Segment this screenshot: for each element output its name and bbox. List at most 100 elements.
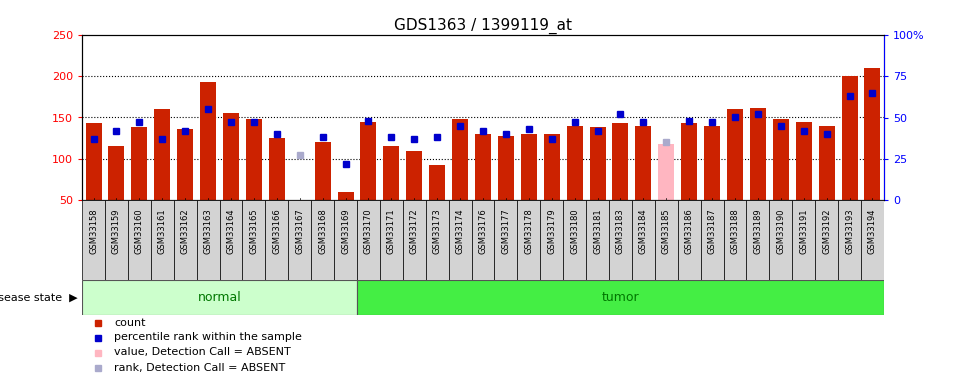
Bar	[151, 200, 174, 280]
Text: GSM33192: GSM33192	[822, 208, 831, 254]
Bar	[563, 200, 586, 280]
Bar	[792, 200, 815, 280]
Bar	[86, 123, 101, 200]
Bar	[337, 192, 354, 200]
Bar	[384, 146, 399, 200]
Bar	[426, 200, 448, 280]
Bar	[200, 82, 216, 200]
Bar	[131, 128, 148, 200]
Bar	[861, 200, 884, 280]
Text: GSM33160: GSM33160	[135, 208, 144, 254]
Bar	[177, 129, 193, 200]
Bar	[724, 200, 747, 280]
Text: GSM33173: GSM33173	[433, 208, 441, 254]
Bar	[246, 119, 262, 200]
Bar	[815, 200, 838, 280]
Bar	[632, 200, 655, 280]
Text: GSM33183: GSM33183	[616, 208, 625, 254]
Text: GSM33172: GSM33172	[410, 208, 419, 254]
Text: value, Detection Call = ABSENT: value, Detection Call = ABSENT	[114, 348, 291, 357]
Text: GSM33186: GSM33186	[685, 208, 694, 254]
Text: GSM33166: GSM33166	[272, 208, 281, 254]
Text: GSM33159: GSM33159	[112, 208, 121, 254]
Text: GSM33161: GSM33161	[157, 208, 167, 254]
Bar	[269, 138, 285, 200]
Text: GSM33181: GSM33181	[593, 208, 602, 254]
Text: disease state  ▶: disease state ▶	[0, 292, 77, 303]
Bar	[655, 200, 678, 280]
Text: GSM33191: GSM33191	[799, 208, 809, 254]
Bar	[750, 108, 766, 200]
Bar	[540, 200, 563, 280]
Title: GDS1363 / 1399119_at: GDS1363 / 1399119_at	[394, 18, 572, 34]
Text: GSM33165: GSM33165	[249, 208, 259, 254]
Bar	[357, 200, 380, 280]
Text: GSM33177: GSM33177	[501, 208, 510, 254]
Text: tumor: tumor	[602, 291, 639, 304]
Bar	[407, 150, 422, 200]
Bar	[727, 109, 743, 200]
Bar	[636, 126, 651, 200]
Text: GSM33158: GSM33158	[89, 208, 99, 254]
Bar	[128, 200, 151, 280]
Bar	[155, 109, 170, 200]
Bar	[612, 123, 629, 200]
Bar	[589, 128, 606, 200]
Bar	[242, 200, 266, 280]
Bar	[678, 200, 700, 280]
Bar	[219, 200, 242, 280]
Text: GSM33171: GSM33171	[386, 208, 396, 254]
Bar	[380, 200, 403, 280]
Text: count: count	[114, 318, 146, 327]
Bar	[497, 136, 514, 200]
Bar	[403, 200, 426, 280]
Bar	[266, 200, 288, 280]
Bar	[105, 200, 128, 280]
Bar	[521, 134, 537, 200]
Bar	[452, 119, 469, 200]
Text: GSM33185: GSM33185	[662, 208, 670, 254]
Text: GSM33167: GSM33167	[296, 208, 304, 254]
Text: GSM33162: GSM33162	[181, 208, 189, 254]
Text: GSM33179: GSM33179	[547, 208, 556, 254]
Bar	[357, 280, 884, 315]
Bar	[108, 146, 125, 200]
Text: GSM33190: GSM33190	[777, 208, 785, 254]
Bar	[448, 200, 471, 280]
Bar	[586, 200, 609, 280]
Bar	[429, 165, 445, 200]
Text: GSM33170: GSM33170	[364, 208, 373, 254]
Bar	[747, 200, 769, 280]
Bar	[315, 142, 330, 200]
Bar	[223, 113, 239, 200]
Text: GSM33184: GSM33184	[639, 208, 648, 254]
Bar	[82, 200, 105, 280]
Text: GSM33169: GSM33169	[341, 208, 350, 254]
Text: GSM33193: GSM33193	[845, 208, 854, 254]
Text: percentile rank within the sample: percentile rank within the sample	[114, 333, 302, 342]
Bar	[796, 122, 811, 200]
Bar	[518, 200, 540, 280]
Text: GSM33194: GSM33194	[867, 208, 877, 254]
Bar	[681, 123, 697, 200]
Bar	[475, 134, 491, 200]
Bar	[174, 200, 197, 280]
Text: GSM33176: GSM33176	[478, 208, 488, 254]
Text: GSM33188: GSM33188	[730, 208, 740, 254]
Bar	[197, 200, 219, 280]
Bar	[82, 280, 357, 315]
Bar	[704, 126, 720, 200]
Bar	[544, 134, 559, 200]
Bar	[658, 144, 674, 200]
Bar	[495, 200, 518, 280]
Bar	[773, 119, 789, 200]
Bar	[311, 200, 334, 280]
Bar	[818, 126, 835, 200]
Bar	[609, 200, 632, 280]
Text: GSM33163: GSM33163	[204, 208, 213, 254]
Bar	[841, 76, 858, 200]
Bar	[700, 200, 724, 280]
Bar	[334, 200, 357, 280]
Text: rank, Detection Call = ABSENT: rank, Detection Call = ABSENT	[114, 363, 285, 372]
Text: GSM33168: GSM33168	[318, 208, 327, 254]
